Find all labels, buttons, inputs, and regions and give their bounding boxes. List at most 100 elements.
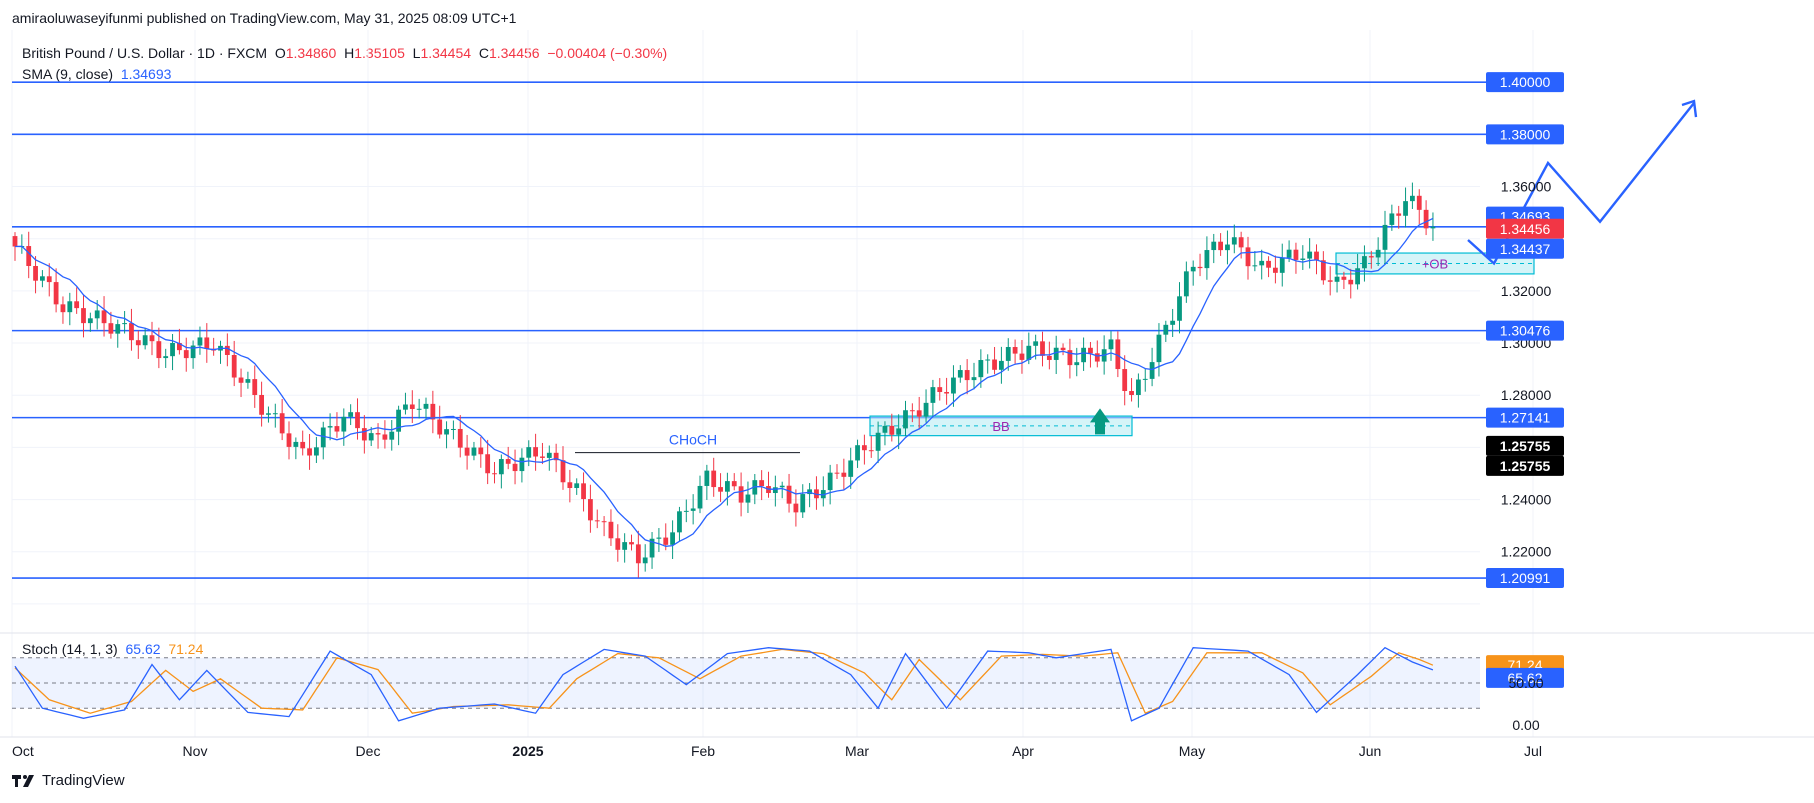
candle-body	[677, 511, 682, 533]
stoch-d-line	[14, 648, 1434, 715]
axis-badge	[1486, 320, 1564, 341]
candle-body	[403, 404, 408, 410]
candle-body	[608, 521, 614, 539]
footer-brand[interactable]: TradingView	[12, 772, 125, 789]
candle-body	[293, 441, 299, 447]
time-tick-label: Nov	[183, 743, 208, 759]
candle-body	[862, 445, 867, 451]
candle-body	[1293, 249, 1299, 260]
low-label: L	[412, 45, 421, 61]
axis-badge-label: 1.20991	[1500, 570, 1551, 586]
close-value: 1.34456	[488, 45, 540, 61]
time-tick-label: Mar	[845, 743, 869, 759]
candle-body	[498, 459, 504, 475]
candle-body	[868, 450, 874, 452]
candle-body	[361, 428, 367, 441]
candle-body	[635, 544, 641, 564]
candle-body	[437, 419, 443, 435]
stoch-k-line	[14, 646, 1434, 722]
candle-body	[1238, 237, 1244, 248]
axis-badge-label: 1.30476	[1500, 323, 1551, 339]
candle-body	[971, 377, 977, 381]
candle-body	[279, 413, 285, 434]
time-axis: Oct Nov Dec 2025 Feb Mar Apr May Jun Jul	[12, 743, 1542, 759]
stoch-band	[12, 657, 1480, 709]
time-tick-label: 2025	[512, 743, 543, 759]
candle-body	[588, 499, 593, 521]
candle-body	[1033, 341, 1039, 346]
axis-badge-label: 1.34456	[1500, 221, 1551, 237]
time-tick-label: Jun	[1359, 743, 1382, 759]
candle-body	[1252, 265, 1258, 267]
candle-body	[1005, 347, 1011, 361]
axis-badge	[1486, 238, 1564, 259]
candle-body	[601, 521, 607, 523]
candle-body	[978, 360, 984, 378]
candle-body	[170, 342, 175, 357]
candle-body	[129, 323, 134, 341]
candle-body	[74, 301, 80, 309]
candle-body	[1122, 369, 1128, 392]
candle-body	[1362, 256, 1367, 269]
candle-body	[1231, 237, 1237, 245]
symbol-name[interactable]: British Pound / U.S. Dollar · 1D · FXCM	[22, 45, 268, 61]
candle-body	[615, 538, 621, 550]
candle-body	[423, 403, 429, 409]
candle-body	[759, 480, 765, 487]
candle-body	[87, 318, 93, 324]
price-tick-label: 1.22000	[1501, 544, 1552, 560]
candle-body	[642, 557, 648, 564]
candle-body	[629, 542, 634, 545]
candle-body	[745, 494, 751, 503]
time-tick-label: Dec	[356, 743, 381, 759]
candle-body	[1081, 347, 1086, 363]
candle-body	[1273, 267, 1278, 273]
candle-body	[1142, 378, 1148, 380]
candle-body	[581, 483, 586, 500]
candle-body	[1314, 251, 1319, 261]
candle-body	[827, 472, 833, 491]
candle-body	[1225, 244, 1230, 251]
candle-body	[94, 310, 100, 319]
candle-body	[1211, 241, 1217, 251]
candle-body	[1067, 350, 1073, 366]
candle-body	[1115, 339, 1121, 370]
price-axis: 1.360001.320001.300001.280001.240001.220…	[1486, 72, 1564, 589]
candle-body	[1430, 226, 1436, 229]
candle-body	[999, 360, 1004, 370]
candle-body	[807, 489, 812, 495]
legend-sma-row[interactable]: SMA (9, close) 1.34693	[22, 66, 171, 82]
candle-body	[540, 456, 545, 458]
candle-body	[183, 350, 189, 359]
candle-body	[60, 304, 66, 313]
up-arrow-icon	[1090, 408, 1110, 435]
stoch-k-badge	[1486, 667, 1564, 688]
candle-body	[834, 472, 840, 474]
candle-body	[204, 337, 210, 349]
candle-body	[1136, 379, 1141, 395]
candle-body	[1183, 271, 1189, 297]
candle-body	[896, 428, 902, 435]
close-label: C	[478, 45, 489, 61]
candle-body	[594, 520, 600, 522]
axis-badge	[1486, 218, 1564, 239]
price-tick-label: 1.32000	[1501, 283, 1552, 299]
sma-line	[14, 217, 1434, 547]
candle-body	[67, 301, 73, 313]
candle-body	[1190, 266, 1196, 272]
open-value: 1.34860	[285, 45, 337, 61]
candle-body	[875, 432, 881, 451]
price-tick-label: 1.24000	[1501, 492, 1552, 508]
candle-body	[1088, 347, 1093, 354]
candle-body	[1266, 260, 1271, 268]
candle-body	[197, 337, 203, 346]
candle-body	[272, 413, 278, 415]
candle-body	[101, 310, 107, 324]
candle-body	[1177, 296, 1182, 321]
candle-body	[1040, 341, 1045, 356]
stoch-k-value: 65.62	[125, 641, 161, 657]
price-tick-label: 1.28000	[1501, 387, 1552, 403]
legend-symbol-row: British Pound / U.S. Dollar · 1D · FXCM …	[22, 45, 667, 61]
